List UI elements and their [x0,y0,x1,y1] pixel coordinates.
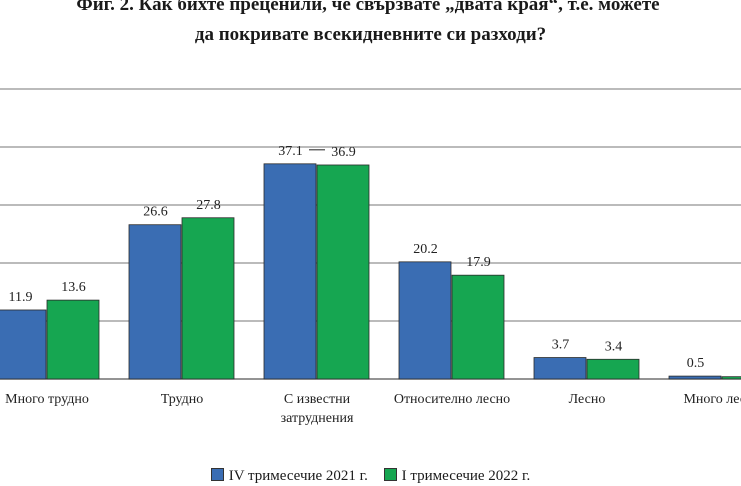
category-label: Лесно [569,392,606,407]
data-label: 11.9 [9,290,33,305]
bar-series-2 [46,299,100,380]
data-label: 27.8 [196,198,221,213]
category-label: затруднения [281,411,354,426]
bar-series-2 [316,164,370,380]
data-label: 20.2 [413,242,438,257]
bar-series-1 [263,163,317,380]
data-label: 36.9 [331,145,356,160]
legend-item-series-1: IV тримесечие 2021 г. [210,468,368,485]
bar-series-1 [668,375,722,380]
category-label: Относително лесно [394,392,510,407]
bar-series-2 [451,274,505,380]
chart-title-line-1: Фиг. 2. Как бихте преценили, че свързват… [76,0,660,15]
bar-series-1 [533,357,587,380]
category-label: Трудно [161,392,204,407]
legend-item-series-2: I тримесечие 2022 г. [383,468,531,485]
bar-series-2 [721,376,741,380]
data-label: 3.7 [552,338,570,353]
bar-series-1 [128,224,182,380]
data-label: 0.5 [687,356,705,371]
legend-label-series-1: IV тримесечие 2021 г. [228,468,368,485]
data-label: 3.4 [605,339,623,354]
chart-legend: IV тримесечие 2021 г. I тримесечие 2022 … [0,468,741,485]
bar-series-2 [586,358,640,380]
data-label: 26.6 [143,205,168,220]
data-label: 17.9 [466,255,491,270]
bar-series-2 [181,217,235,380]
legend-swatch-series-1 [210,468,224,482]
data-label: 13.6 [61,280,86,295]
category-label: С известни [284,392,351,407]
bar-series-1 [398,261,452,380]
chart-title-line-2: да покривате всекидневните си разходи? [194,24,547,45]
category-label: Много лесно [683,392,741,407]
legend-label-series-2: I тримесечие 2022 г. [401,468,531,485]
category-label: Много трудно [5,392,89,407]
data-label: 37.1 [278,144,303,159]
legend-swatch-series-2 [383,468,397,482]
bar-series-1 [0,309,47,380]
